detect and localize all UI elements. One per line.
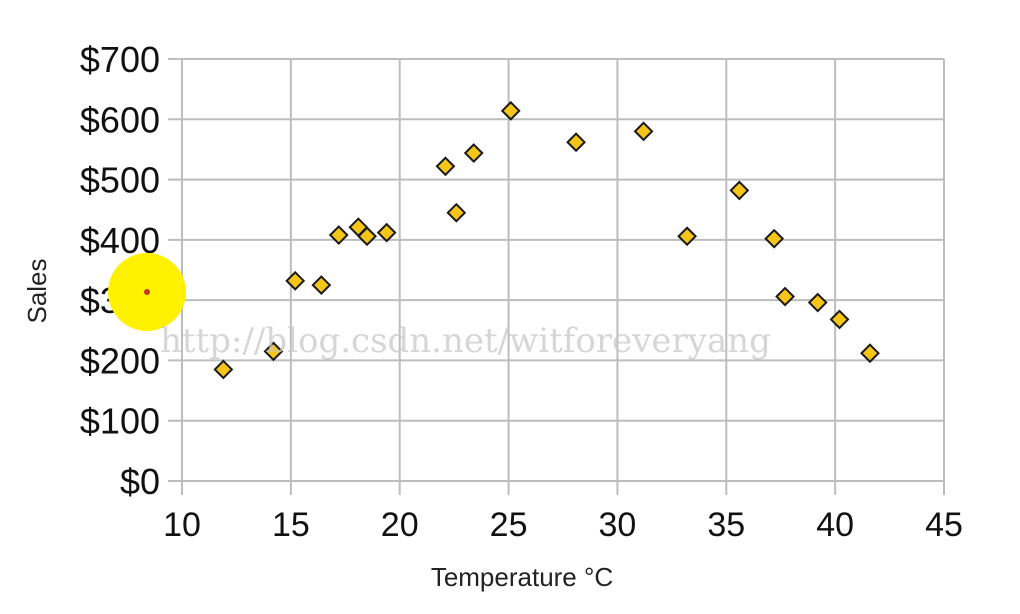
data-point (860, 343, 880, 364)
data-point (263, 341, 284, 362)
x-tick-label: 40 (816, 506, 854, 544)
x-axis-ticks: 10 15 20 25 30 35 40 45 (163, 506, 963, 544)
x-tick-label: 30 (599, 506, 637, 544)
data-point (729, 180, 750, 201)
data-point (446, 202, 467, 223)
data-point (500, 100, 521, 121)
x-tick-label: 15 (272, 506, 310, 544)
data-point (829, 309, 850, 330)
y-tick-label: $600 (80, 99, 160, 140)
x-axis-label: Temperature °C (431, 562, 613, 592)
y-axis-ticks: $0$100$200$300$400$500$600$700 (80, 39, 160, 502)
data-point (463, 143, 484, 163)
x-tick-label: 45 (925, 506, 963, 544)
y-tick-label: $100 (80, 401, 160, 442)
data-point (376, 222, 397, 243)
y-tick-label: $0 (120, 461, 160, 502)
data-points (213, 100, 880, 380)
x-tick-label: 20 (381, 506, 419, 544)
data-point (566, 132, 586, 153)
data-point (357, 226, 377, 247)
data-point (807, 292, 828, 313)
data-point (633, 121, 654, 142)
data-point (775, 286, 795, 307)
y-axis-label: Sales (22, 258, 52, 323)
data-point (677, 226, 698, 247)
x-tick-label: 25 (490, 506, 528, 544)
y-tick-label: $200 (80, 340, 160, 381)
cursor-dot (144, 289, 150, 295)
y-tick-label: $500 (80, 160, 160, 201)
watermark: http://blog.csdn.net/witforeveryang (160, 321, 771, 361)
data-point (311, 275, 332, 295)
data-point (764, 228, 785, 249)
x-tick-label: 35 (707, 506, 745, 544)
grid-lines (168, 58, 945, 495)
data-point (213, 359, 234, 380)
data-point (328, 225, 349, 245)
data-point (435, 156, 456, 177)
x-tick-label: 10 (163, 506, 201, 544)
y-tick-label: $700 (80, 39, 160, 80)
data-point (285, 270, 306, 291)
